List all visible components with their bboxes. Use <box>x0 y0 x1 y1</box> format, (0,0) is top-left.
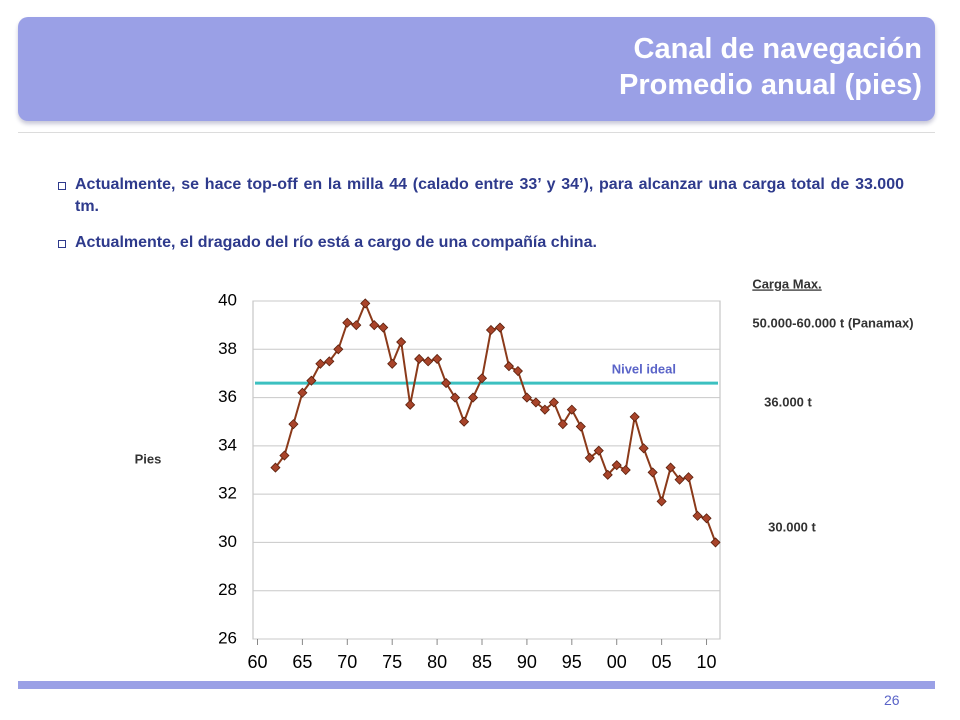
data-point <box>351 320 362 331</box>
x-tick-label: 75 <box>382 652 402 672</box>
data-point <box>530 397 541 408</box>
annotation: 50.000-60.000 t (Panamax) <box>752 315 913 330</box>
data-point <box>521 392 532 403</box>
x-tick-label: 10 <box>697 652 717 672</box>
data-point <box>656 496 667 507</box>
x-tick-label: 70 <box>337 652 357 672</box>
y-tick-label: 32 <box>218 484 237 503</box>
data-point <box>494 322 506 333</box>
data-point <box>270 462 281 473</box>
data-point <box>297 387 308 398</box>
data-point <box>432 353 443 365</box>
title: Canal de navegación Promedio anual (pies… <box>619 31 922 103</box>
data-point <box>288 419 299 430</box>
annotation: Carga Max. <box>752 276 821 291</box>
data-point <box>683 472 694 483</box>
title-line: Canal de navegación <box>633 33 923 65</box>
data-point <box>629 411 640 422</box>
data-point <box>593 445 604 456</box>
page-number: 26 <box>884 692 900 708</box>
data-point <box>414 353 425 365</box>
y-tick-label: 34 <box>218 435 237 454</box>
data-line <box>274 300 717 543</box>
x-tick-label: 00 <box>607 652 627 672</box>
data-point <box>306 375 317 386</box>
y-tick-label: 28 <box>218 580 237 599</box>
annotation: 30.000 t <box>768 519 816 534</box>
x-tick-label: 65 <box>292 652 312 672</box>
data-point <box>476 373 488 384</box>
data-point <box>611 460 622 471</box>
bullet-list: Actualmente, se hace top-off en la milla… <box>58 174 904 268</box>
data-point <box>315 358 326 369</box>
y-tick-label: 36 <box>218 387 237 406</box>
x-tick-label: 85 <box>472 652 492 672</box>
data-point <box>566 404 577 415</box>
data-point <box>638 443 649 454</box>
data-point <box>584 452 595 463</box>
header-banner <box>18 17 935 121</box>
data-point <box>342 317 353 328</box>
data-point <box>441 378 452 389</box>
data-point <box>620 464 631 476</box>
footer-bar <box>18 681 935 689</box>
data-point <box>602 469 613 480</box>
x-tick-label: 90 <box>517 652 537 672</box>
data-point <box>512 365 523 377</box>
data-point <box>539 404 550 415</box>
data-point <box>674 474 685 485</box>
y-tick-label: 40 <box>218 290 237 309</box>
bullet: Actualmente, se hace top-off en la milla… <box>58 174 904 218</box>
y-tick-label: 30 <box>218 532 237 551</box>
data-point <box>387 358 398 369</box>
reference-label: Nivel ideal <box>612 362 676 377</box>
data-point <box>548 397 559 408</box>
data-point <box>665 462 676 473</box>
data-point <box>405 399 416 410</box>
x-tick-label: 05 <box>652 652 672 672</box>
divider <box>18 132 935 133</box>
y-axis-label: Pies <box>135 451 162 466</box>
data-point <box>279 450 290 461</box>
data-point <box>503 361 515 372</box>
data-point <box>378 322 389 333</box>
data-point <box>324 356 335 367</box>
x-tick-label: 60 <box>247 652 267 672</box>
data-point <box>423 356 434 367</box>
y-tick-label: 38 <box>218 339 237 358</box>
data-point <box>692 510 703 521</box>
data-point <box>333 344 344 355</box>
data-point <box>710 537 721 548</box>
data-point <box>557 419 568 430</box>
data-point <box>467 392 479 403</box>
data-point <box>396 336 407 348</box>
annotation: 36.000 t <box>764 394 812 409</box>
data-point <box>485 324 497 336</box>
data-point <box>369 320 380 331</box>
data-point <box>450 392 461 403</box>
bullet: Actualmente, el dragado del río está a c… <box>58 232 904 254</box>
data-point <box>360 298 371 309</box>
y-tick-label: 26 <box>218 628 237 647</box>
x-tick-label: 80 <box>427 652 447 672</box>
x-tick-label: 95 <box>562 652 582 672</box>
data-point <box>458 416 470 427</box>
data-point <box>701 513 712 524</box>
title-line: Promedio anual (pies) <box>619 69 922 101</box>
data-point <box>575 421 586 432</box>
data-point <box>647 467 658 478</box>
